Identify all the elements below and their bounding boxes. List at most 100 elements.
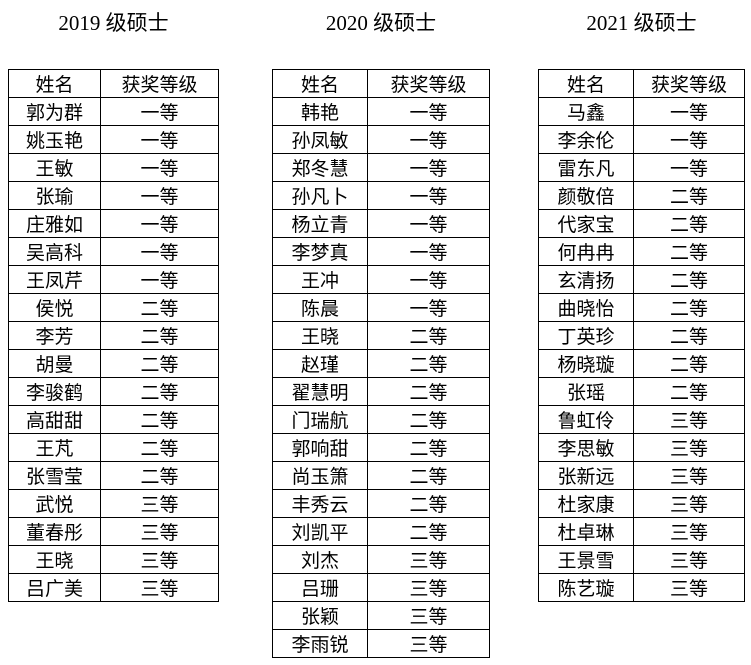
award-level-cell: 二等 — [367, 321, 490, 350]
name-cell: 刘凯平 — [272, 517, 368, 546]
name-cell: 玄清扬 — [538, 265, 634, 294]
table-row: 吕珊 三等 — [272, 573, 490, 602]
header-name: 姓名 — [8, 69, 101, 98]
table-row: 张瑶 二等 — [538, 377, 745, 406]
award-level-cell: 二等 — [367, 405, 490, 434]
name-cell: 王晓 — [8, 545, 101, 574]
award-level-cell: 二等 — [367, 377, 490, 406]
name-cell: 胡曼 — [8, 349, 101, 378]
table-row: 丁英珍 二等 — [538, 321, 745, 350]
name-cell: 张瑶 — [538, 377, 634, 406]
table-row: 门瑞航 二等 — [272, 405, 490, 434]
table-row: 王冲 一等 — [272, 265, 490, 294]
name-cell: 郭响甜 — [272, 433, 368, 462]
table-row: 杨晓璇 二等 — [538, 349, 745, 378]
name-cell: 尚玉箫 — [272, 461, 368, 490]
name-cell: 王芃 — [8, 433, 101, 462]
award-level-cell: 一等 — [100, 153, 219, 182]
name-cell: 王冲 — [272, 265, 368, 294]
table-row: 姚玉艳 一等 — [8, 125, 219, 154]
table-row: 孙凡卜 一等 — [272, 181, 490, 210]
table-row: 董春彤 三等 — [8, 517, 219, 546]
name-cell: 李芳 — [8, 321, 101, 350]
table-row: 韩艳 一等 — [272, 97, 490, 126]
award-level-cell: 二等 — [633, 209, 745, 238]
award-table: 姓名 获奖等级 马鑫 一等 李余伦 一等 雷东凡 一等 颜敬倍 二等 代家宝 二等 何冉冉 二等 玄清扬… — [538, 69, 745, 602]
name-cell: 李梦真 — [272, 237, 368, 266]
name-cell: 何冉冉 — [538, 237, 634, 266]
table-row: 郑冬慧 一等 — [272, 153, 490, 182]
name-cell: 代家宝 — [538, 209, 634, 238]
award-level-cell: 二等 — [367, 461, 490, 490]
table-row: 庄雅如 一等 — [8, 209, 219, 238]
award-level-cell: 二等 — [367, 517, 490, 546]
award-level-cell: 二等 — [633, 237, 745, 266]
award-level-cell: 一等 — [633, 153, 745, 182]
table-row: 李骏鹤 二等 — [8, 377, 219, 406]
table-row: 何冉冉 二等 — [538, 237, 745, 266]
table-header-row: 姓名 获奖等级 — [8, 69, 219, 98]
name-cell: 侯悦 — [8, 293, 101, 322]
table-row: 王凤芹 一等 — [8, 265, 219, 294]
award-level-cell: 三等 — [367, 545, 490, 574]
award-level-cell: 三等 — [100, 545, 219, 574]
table-row: 李雨锐 三等 — [272, 629, 490, 658]
name-cell: 杨立青 — [272, 209, 368, 238]
award-level-cell: 一等 — [633, 125, 745, 154]
table-row: 张瑜 一等 — [8, 181, 219, 210]
award-level-cell: 二等 — [633, 321, 745, 350]
table-row: 侯悦 二等 — [8, 293, 219, 322]
table-row: 王景雪 三等 — [538, 545, 745, 574]
name-cell: 赵瑾 — [272, 349, 368, 378]
award-level-cell: 一等 — [367, 153, 490, 182]
table-row: 王敏 一等 — [8, 153, 219, 182]
award-level-cell: 二等 — [633, 293, 745, 322]
name-cell: 孙凤敏 — [272, 125, 368, 154]
table-row: 郭为群 一等 — [8, 97, 219, 126]
name-cell: 李思敏 — [538, 433, 634, 462]
award-level-cell: 三等 — [633, 545, 745, 574]
name-cell: 王晓 — [272, 321, 368, 350]
table-row: 陈晨 一等 — [272, 293, 490, 322]
table-row: 李芳 二等 — [8, 321, 219, 350]
name-cell: 陈晨 — [272, 293, 368, 322]
table-row: 代家宝 二等 — [538, 209, 745, 238]
award-level-cell: 一等 — [100, 181, 219, 210]
name-cell: 张新远 — [538, 461, 634, 490]
award-level-cell: 二等 — [367, 349, 490, 378]
award-table-section-2020: 2020 级硕士 姓名 获奖等级 韩艳 一等 孙凤敏 一等 郑冬慧 一等 孙凡卜 一等 杨立青一… — [272, 10, 490, 658]
table-row: 赵瑾 二等 — [272, 349, 490, 378]
award-level-cell: 二等 — [633, 265, 745, 294]
table-row: 胡曼 二等 — [8, 349, 219, 378]
award-table-section-2021: 2021 级硕士 姓名 获奖等级 马鑫 一等 李余伦 一等 雷东凡 一等 颜敬倍 二等 代家宝二… — [538, 10, 745, 602]
name-cell: 吕广美 — [8, 573, 101, 602]
award-level-cell: 一等 — [100, 209, 219, 238]
award-level-cell: 三等 — [100, 517, 219, 546]
award-level-cell: 二等 — [100, 293, 219, 322]
award-level-cell: 一等 — [367, 209, 490, 238]
table-row: 杜卓琳 三等 — [538, 517, 745, 546]
name-cell: 王敏 — [8, 153, 101, 182]
award-level-cell: 二等 — [100, 321, 219, 350]
name-cell: 李余伦 — [538, 125, 634, 154]
table-row: 丰秀云 二等 — [272, 489, 490, 518]
award-level-cell: 一等 — [100, 265, 219, 294]
award-level-cell: 二等 — [100, 433, 219, 462]
award-level-cell: 三等 — [633, 461, 745, 490]
award-level-cell: 三等 — [367, 573, 490, 602]
table-row: 刘凯平 二等 — [272, 517, 490, 546]
name-cell: 郑冬慧 — [272, 153, 368, 182]
table-row: 刘杰 三等 — [272, 545, 490, 574]
name-cell: 高甜甜 — [8, 405, 101, 434]
table-row: 张新远 三等 — [538, 461, 745, 490]
table-row: 李余伦 一等 — [538, 125, 745, 154]
table-row: 马鑫 一等 — [538, 97, 745, 126]
award-table: 姓名 获奖等级 韩艳 一等 孙凤敏 一等 郑冬慧 一等 孙凡卜 一等 杨立青 一等 李梦真 一等 王冲一… — [272, 69, 490, 658]
award-level-cell: 二等 — [367, 489, 490, 518]
table-row: 玄清扬 二等 — [538, 265, 745, 294]
award-level-cell: 一等 — [100, 97, 219, 126]
award-level-cell: 二等 — [633, 377, 745, 406]
table-row: 张雪莹 二等 — [8, 461, 219, 490]
name-cell: 张颖 — [272, 601, 368, 630]
